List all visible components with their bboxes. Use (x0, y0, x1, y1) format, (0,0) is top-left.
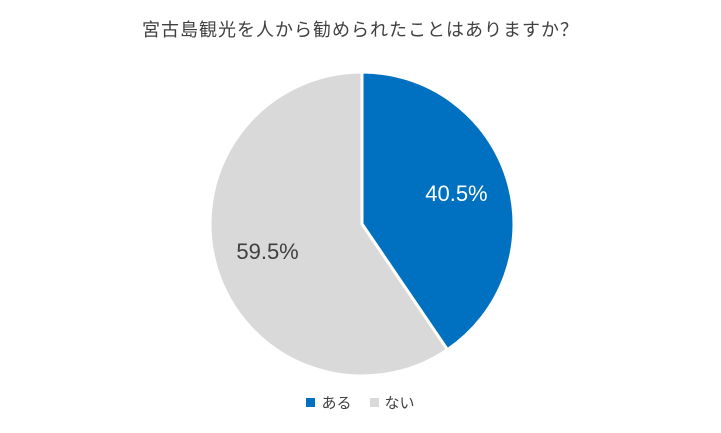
legend-label-nai: ない (384, 394, 415, 412)
chart-title: 宮古島観光を人から勧められたことはありますか？ (142, 20, 579, 41)
pie-slice-1 (208, 70, 449, 378)
legend-swatch-aru (306, 398, 316, 407)
legend-swatch-nai (369, 398, 379, 407)
legend-item-aru: ある (306, 392, 352, 413)
pie-data-labels: 40.5% 59.5% (236, 181, 487, 264)
pie-data-label-0: 40.5% (425, 181, 487, 206)
legend-item-nai: ない (369, 392, 415, 413)
pie-slice-0 (360, 70, 516, 352)
legend: ある ない (0, 392, 721, 413)
pie-data-label-1: 59.5% (236, 239, 298, 264)
pie-slices (208, 70, 516, 378)
legend-label-aru: ある (321, 394, 352, 412)
